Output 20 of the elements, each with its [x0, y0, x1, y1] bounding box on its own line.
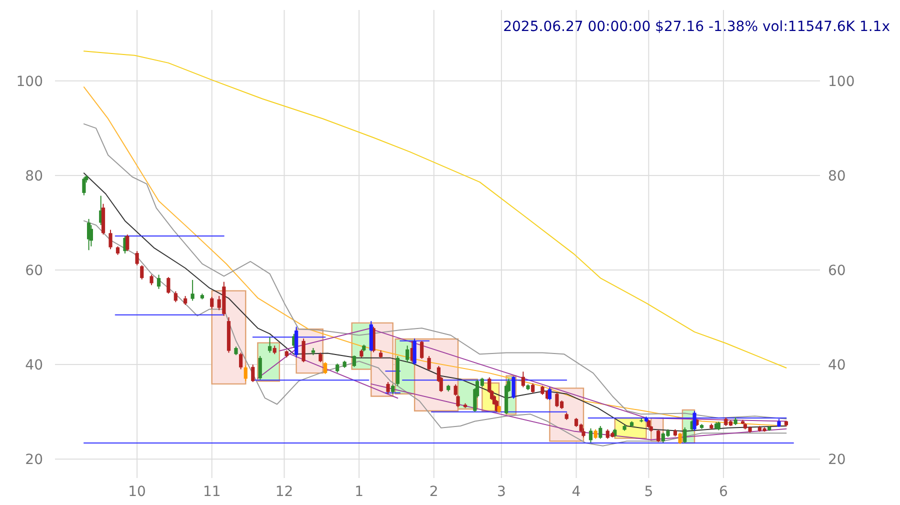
x-tick-label: 2: [429, 484, 438, 500]
y2-tick-label: 100: [828, 74, 855, 90]
y2-tick-label: 40: [828, 357, 846, 374]
y-tick-label: 20: [25, 452, 43, 468]
y2-tick-label: 80: [828, 168, 846, 184]
x-tick-label: 11: [202, 484, 221, 500]
x-tick-label: 1: [354, 484, 364, 500]
y2-tick-label: 60: [828, 262, 846, 279]
text: 2025.06.27 00:00:00 $27.16 -1.38% vol:11547.6K 1.1x: [503, 19, 890, 35]
y-tick-label: 40: [25, 357, 43, 374]
y-tick-label: 100: [16, 74, 43, 90]
x-tick-label: 3: [496, 484, 506, 500]
x-tick-label: 10: [128, 484, 146, 500]
x-tick-label: 12: [275, 484, 294, 500]
y-tick-label: 60: [25, 262, 43, 279]
x-tick-label: 5: [644, 484, 654, 500]
y-tick-label: 80: [25, 168, 43, 184]
x-tick-label: 4: [572, 484, 581, 500]
x-tick-label: 6: [719, 484, 728, 500]
y2-tick-label: 20: [828, 452, 846, 468]
